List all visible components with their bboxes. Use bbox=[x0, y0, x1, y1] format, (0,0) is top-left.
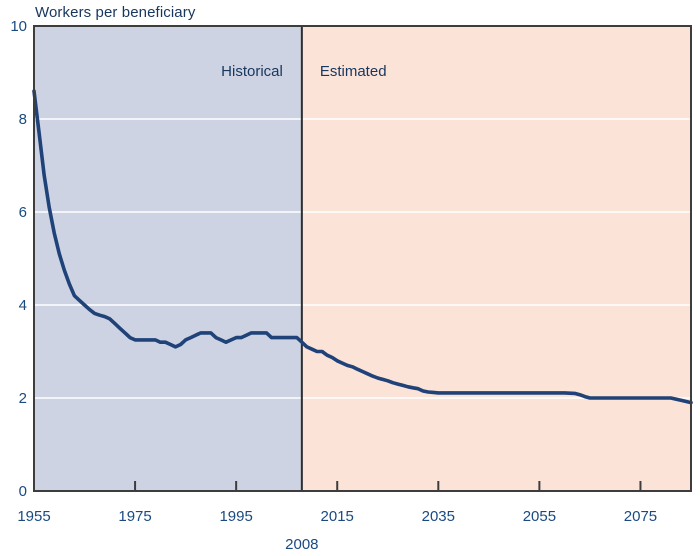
y-axis-label-2: 2 bbox=[19, 390, 27, 407]
estimated-region-label: Estimated bbox=[320, 63, 387, 80]
y-axis-label-0: 0 bbox=[19, 483, 27, 500]
x-axis-label-1955: 1955 bbox=[17, 508, 50, 525]
plot-border bbox=[33, 25, 692, 492]
y-axis-label-4: 4 bbox=[19, 297, 27, 314]
workers-per-beneficiary-line bbox=[32, 89, 693, 405]
historical-region-bg bbox=[34, 26, 302, 491]
x-axis-label-2055: 2055 bbox=[523, 508, 556, 525]
y-axis-label-8: 8 bbox=[19, 111, 27, 128]
divider-year-label: 2008 bbox=[285, 536, 318, 553]
y-axis-label-6: 6 bbox=[19, 204, 27, 221]
gridlines bbox=[34, 118, 691, 399]
x-axis-label-2075: 2075 bbox=[624, 508, 657, 525]
x-axis-labels: 1955 1975 1995 2015 2035 2055 2075 bbox=[17, 508, 657, 525]
historical-region-label: Historical bbox=[221, 63, 283, 80]
plot-border-rect bbox=[33, 25, 692, 492]
chart-title: Workers per beneficiary bbox=[35, 4, 196, 21]
x-axis-label-1975: 1975 bbox=[118, 508, 151, 525]
x-axis-ticks bbox=[134, 481, 642, 491]
estimated-region-bg bbox=[301, 26, 691, 491]
x-axis-label-1995: 1995 bbox=[219, 508, 252, 525]
x-axis-label-2035: 2035 bbox=[422, 508, 455, 525]
x-axis-label-2015: 2015 bbox=[321, 508, 354, 525]
data-line bbox=[32, 89, 693, 405]
plot-backgrounds bbox=[34, 26, 691, 491]
y-axis-label-10: 10 bbox=[10, 18, 27, 35]
y-axis-labels: 0 2 4 6 8 10 bbox=[10, 18, 27, 500]
